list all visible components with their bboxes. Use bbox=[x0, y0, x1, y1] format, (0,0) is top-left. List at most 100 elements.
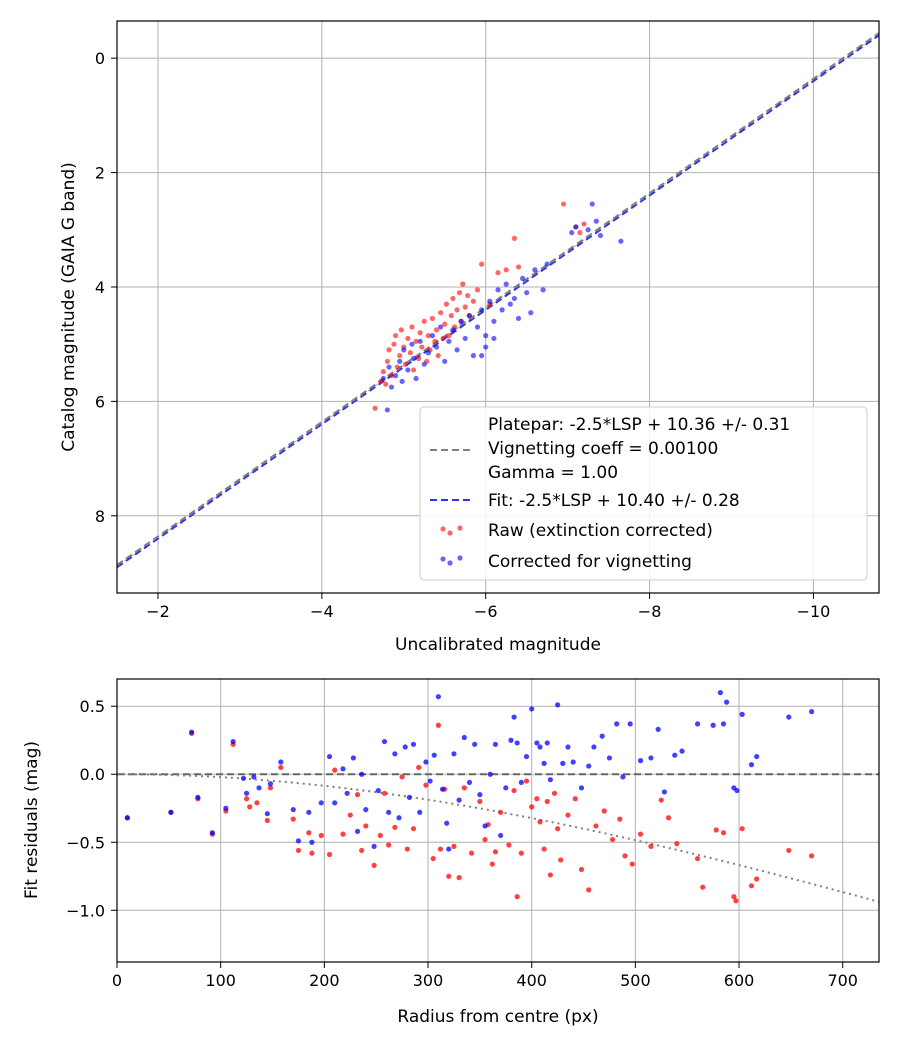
bottom-raw-point bbox=[497, 809, 504, 815]
bottom-raw-point bbox=[748, 883, 755, 889]
bottom-corrected-point bbox=[694, 721, 701, 727]
top-raw-point bbox=[433, 327, 440, 333]
bottom-corrected-point bbox=[492, 741, 499, 747]
top-raw-point bbox=[383, 381, 389, 387]
bottom-raw-point bbox=[363, 823, 369, 829]
bottom-corrected-point bbox=[627, 721, 633, 727]
top-raw-point bbox=[503, 267, 509, 273]
bottom-raw-point bbox=[290, 816, 296, 822]
bottom-raw-point bbox=[622, 853, 628, 859]
bottom-corrected-point bbox=[534, 740, 540, 746]
top-corrected-point bbox=[454, 347, 460, 353]
top-raw-point bbox=[380, 369, 386, 375]
top-raw-point bbox=[388, 373, 395, 379]
bottom-raw-point bbox=[637, 831, 644, 837]
top-raw-point bbox=[402, 361, 409, 367]
bottom-corrected-point bbox=[431, 752, 437, 758]
top-y-tick-label: 8 bbox=[95, 507, 105, 526]
bottom-raw-point bbox=[247, 804, 253, 810]
top-corrected-point bbox=[384, 407, 390, 413]
bottom-corrected-point bbox=[402, 744, 408, 750]
top-axes-frame bbox=[116, 20, 880, 594]
bottom-axes-frame bbox=[116, 678, 880, 963]
legend-platepar-line1: Platepar: -2.5*LSP + 10.36 +/- 0.31 bbox=[488, 415, 790, 435]
top-corrected-point bbox=[483, 344, 489, 350]
bottom-corrected-point bbox=[555, 702, 561, 708]
top-raw-point bbox=[581, 221, 587, 227]
bottom-corrected-point bbox=[295, 838, 302, 844]
bottom-corrected-point bbox=[754, 753, 760, 760]
top-corrected-point bbox=[442, 358, 448, 364]
top-corrected-point bbox=[491, 318, 497, 324]
bottom-raw-point bbox=[492, 849, 499, 855]
bottom-corrected-point bbox=[809, 709, 815, 715]
top-raw-point bbox=[450, 295, 456, 302]
bottom-x-tick-label: 600 bbox=[724, 971, 755, 990]
bottom-y-tick-label: −1.0 bbox=[66, 901, 105, 920]
top-corrected-point bbox=[515, 315, 522, 322]
bottom-corrected-point bbox=[472, 741, 478, 747]
bottom-raw-point bbox=[332, 767, 338, 773]
bottom-raw-point bbox=[593, 823, 599, 829]
bottom-raw-point bbox=[506, 842, 512, 848]
bottom-corrected-point bbox=[739, 711, 745, 717]
bottom-corrected-point bbox=[599, 733, 605, 739]
top-y-tick-label: 4 bbox=[95, 278, 105, 297]
bottom-x-tick-label: 100 bbox=[205, 971, 236, 990]
top-corrected-point bbox=[593, 218, 599, 224]
bottom-raw-point bbox=[435, 722, 441, 728]
top-corrected-point bbox=[507, 301, 513, 307]
bottom-raw-point bbox=[518, 850, 524, 856]
bottom-corrected-point bbox=[444, 820, 450, 826]
bottom-corrected-point bbox=[529, 706, 535, 712]
bottom-raw-point bbox=[786, 847, 792, 854]
top-corrected-point bbox=[503, 281, 509, 287]
bottom-raw-point bbox=[359, 847, 365, 854]
bottom-raw-point bbox=[739, 826, 745, 832]
bottom-corrected-point bbox=[570, 759, 576, 765]
top-raw-point bbox=[511, 235, 517, 241]
top-raw-point bbox=[454, 307, 460, 313]
bottom-raw-point bbox=[404, 846, 410, 852]
bottom-raw-point bbox=[354, 792, 361, 798]
top-corrected-point bbox=[544, 261, 550, 267]
top-raw-point bbox=[465, 292, 471, 299]
bottom-points bbox=[124, 690, 815, 904]
top-raw-point bbox=[435, 353, 441, 359]
top-corrected-point bbox=[433, 344, 440, 350]
top-corrected-point bbox=[479, 353, 485, 359]
bottom-raw-point bbox=[754, 876, 760, 882]
fit-line bbox=[117, 34, 879, 569]
top-x-axis-title: Uncalibrated magnitude bbox=[395, 635, 601, 655]
bottom-raw-point bbox=[326, 851, 333, 858]
bottom-raw-point bbox=[713, 827, 719, 833]
bottom-raw-point bbox=[700, 884, 706, 890]
bottom-corrected-point bbox=[381, 738, 388, 745]
bottom-x-tick-label: 500 bbox=[620, 971, 651, 990]
legend: Platepar: -2.5*LSP + 10.36 +/- 0.31 Vign… bbox=[419, 406, 868, 581]
bottom-corrected-point bbox=[586, 763, 592, 769]
top-raw-point bbox=[391, 341, 397, 347]
bottom-corrected-point bbox=[614, 721, 620, 727]
bottom-corrected-point bbox=[223, 805, 229, 811]
bottom-y-axis-title: Fit residuals (mag) bbox=[22, 741, 42, 899]
top-corrected-point bbox=[540, 287, 546, 293]
bottom-corrected-point bbox=[240, 775, 247, 781]
bottom-corrected-point bbox=[318, 800, 324, 806]
bottom-corrected-point bbox=[439, 786, 446, 792]
bottom-raw-point bbox=[609, 836, 616, 843]
bottom-corrected-point bbox=[209, 830, 215, 836]
bottom-corrected-point bbox=[537, 744, 543, 750]
top-corrected-point bbox=[528, 310, 534, 316]
bottom-raw-point bbox=[371, 862, 377, 868]
bottom-corrected-point bbox=[547, 777, 553, 783]
bottom-corrected-point bbox=[477, 792, 483, 798]
top-corrected-point bbox=[401, 347, 407, 353]
legend-raw-marker bbox=[447, 530, 453, 536]
bottom-raw-point bbox=[551, 790, 558, 796]
bottom-corrected-point bbox=[560, 760, 566, 766]
bottom-raw-point bbox=[578, 866, 585, 873]
top-y-tick-label: 6 bbox=[95, 392, 105, 411]
top-y-tick-label: 2 bbox=[95, 164, 105, 183]
top-raw-point bbox=[411, 367, 417, 373]
